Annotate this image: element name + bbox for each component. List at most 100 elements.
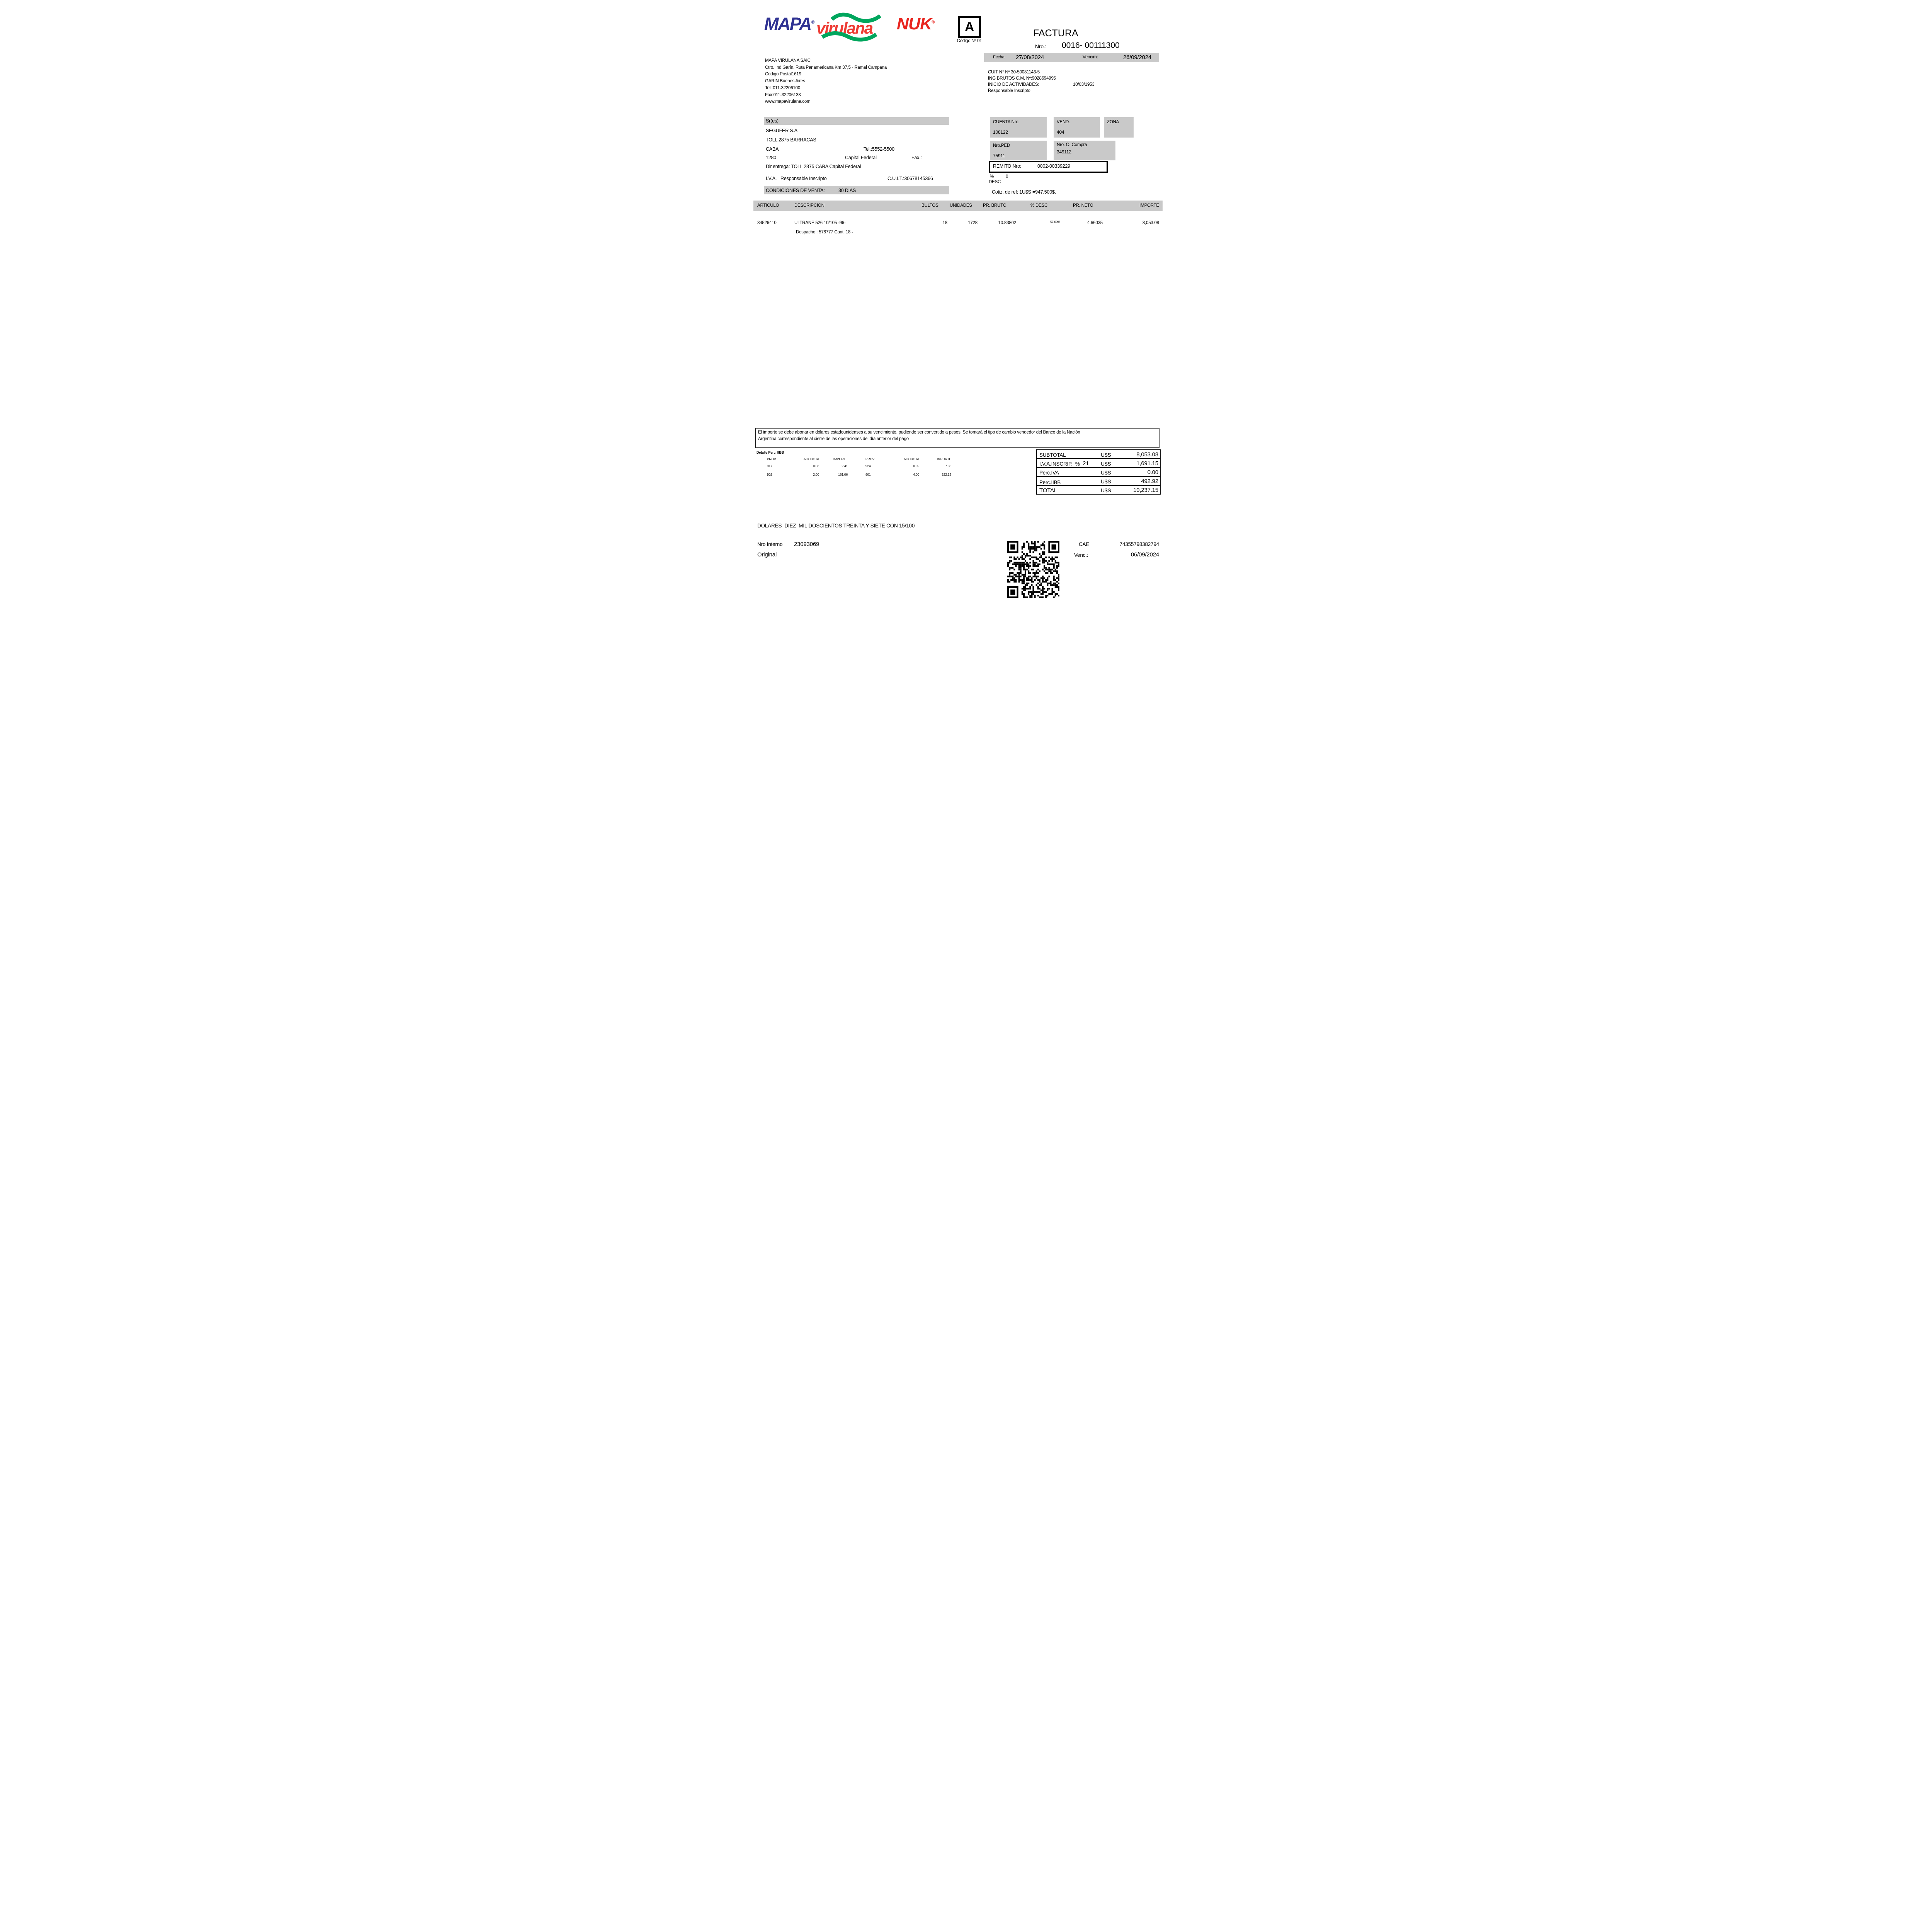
cae-venc-value: 06/09/2024 xyxy=(1131,551,1159,558)
cuenta-value: 108122 xyxy=(993,129,1008,135)
copy-type: Original xyxy=(757,551,777,558)
condiciones-value: 30 DIAS xyxy=(838,188,856,193)
total-row-subtotal: SUBTOTAL U$S 8,053.08 xyxy=(1036,449,1161,459)
invoice-page: MAPA® virulana NUK® A Código Nº 01 FACTU… xyxy=(743,0,1173,610)
inicio-value: 10/03/1953 xyxy=(1073,82,1095,87)
virulana-wave-top xyxy=(830,12,882,23)
fecha-label: Fecha: xyxy=(993,55,1006,60)
col-articulo: ARTICULO xyxy=(757,203,779,208)
desc-pct-value: 0 xyxy=(1006,174,1008,179)
total-currency: U$S xyxy=(1101,461,1111,467)
customer-fax-label: Fax.: xyxy=(911,155,922,160)
pedido-value: 75911 xyxy=(993,153,1005,158)
total-label: Perc.IIBB xyxy=(1039,480,1061,485)
orden-compra-label: Nro. O. Compra xyxy=(1057,143,1087,147)
remito-value: 0002-00339229 xyxy=(1037,163,1070,169)
perc-h-alicuota1: ALICUOTA xyxy=(803,457,819,461)
iva-rate: 21 xyxy=(1083,460,1089,467)
vencim-value: 26/09/2024 xyxy=(1123,54,1152,61)
item-importe: 8,053.08 xyxy=(1142,221,1159,225)
nuk-logo: NUK® xyxy=(897,15,935,33)
vendedor-value: 404 xyxy=(1057,129,1064,135)
company-cuit: CUIT N° Nº 30-50081143-5 xyxy=(988,70,1040,75)
company-postal: Codigo Postal1619 xyxy=(765,72,801,77)
perc-h-alicuota2: ALICUOTA xyxy=(903,457,919,461)
company-fax: Fax:011-32206138 xyxy=(765,92,801,97)
col-bultos: BULTOS xyxy=(921,203,938,208)
pedido-box: Nro.PED 75911 xyxy=(990,141,1047,160)
total-currency: U$S xyxy=(1101,487,1111,493)
desc-label: DESC xyxy=(989,180,1001,184)
sres-label: Sr(es) xyxy=(766,118,779,124)
condiciones-bar xyxy=(764,186,949,194)
perc-cell: 902 xyxy=(767,473,772,476)
zona-label: ZONA xyxy=(1107,120,1119,124)
total-row-total: TOTAL U$S 10,237.15 xyxy=(1036,485,1161,495)
item-pr-neto: 4.66035 xyxy=(1087,221,1103,225)
total-currency: U$S xyxy=(1101,478,1111,485)
remito-label: REMITO Nro: xyxy=(993,163,1022,169)
vendedor-box: VEND. 404 xyxy=(1054,117,1100,138)
customer-dir-entrega: Dir.entrega: TOLL 2875 CABA Capital Fede… xyxy=(766,164,861,169)
item-pr-bruto: 10.83802 xyxy=(998,221,1017,225)
nro-interno-value: 23093069 xyxy=(794,541,819,548)
mapa-logo: MAPA® xyxy=(764,14,814,34)
zona-box: ZONA xyxy=(1104,117,1134,138)
nro-label: Nro.: xyxy=(1035,43,1047,49)
inicio-actividades-row: INICIO DE ACTIVIDADES: 10/03/1953 xyxy=(988,82,1158,88)
vendedor-label: VEND. xyxy=(1057,120,1070,124)
nro-value: 0016- 00111300 xyxy=(1062,41,1120,50)
total-value: 0.00 xyxy=(1147,469,1159,476)
payment-note-box: El importe se debe abonar en dólares est… xyxy=(755,428,1159,448)
perc-cell: 0.03 xyxy=(813,464,819,468)
item-articulo: 34526410 xyxy=(757,221,777,225)
customer-iva-label: I.V.A. xyxy=(766,176,777,181)
amount-in-words: DOLARES DIEZ MIL DOSCIENTOS TREINTA Y SI… xyxy=(757,523,915,529)
total-row-iva: I.V.A.INSCRIP. % 21 U$S 1,691.15 xyxy=(1036,458,1161,468)
company-block: MAPA VIRULANA SAIC Ctro. Ind Garín. Ruta… xyxy=(765,58,887,105)
item-pct-desc: 57.00% xyxy=(1050,220,1060,224)
total-label: I.V.A.INSCRIP. % xyxy=(1039,461,1080,467)
fecha-value: 27/08/2024 xyxy=(1016,54,1044,61)
customer-prov: Capital Federal xyxy=(845,155,877,160)
cae-venc-label: Venc.: xyxy=(1074,552,1088,558)
orden-compra-value: 349112 xyxy=(1057,149,1071,155)
col-pr-neto: PR. NETO xyxy=(1073,203,1093,208)
total-label: SUBTOTAL xyxy=(1039,452,1066,458)
qr-code xyxy=(1007,541,1059,600)
perc-cell: 2.00 xyxy=(813,473,819,476)
customer-tel: Tel.:5552-5500 xyxy=(864,146,894,152)
customer-cp: 1280 xyxy=(766,155,777,160)
total-label: Perc.IVA xyxy=(1039,470,1059,476)
remito-box: REMITO Nro: 0002-00339229 xyxy=(989,161,1108,173)
perc-cell: 161.06 xyxy=(838,473,848,476)
condiciones-label: CONDICIONES DE VENTA: xyxy=(766,188,825,193)
company-ing-brutos: ING BRUTOS C.M. Nº:9028694995 xyxy=(988,76,1056,81)
company-iva-condition: Responsable Inscripto xyxy=(988,88,1030,94)
company-tel: Tel.:011-32206100 xyxy=(765,85,801,90)
document-title: FACTURA xyxy=(1033,28,1078,39)
totals-box: SUBTOTAL U$S 8,053.08 I.V.A.INSCRIP. % 2… xyxy=(1036,449,1161,495)
total-row-perc-iva: Perc.IVA U$S 0.00 xyxy=(1036,467,1161,477)
total-row-perc-iibb: Perc.IIBB U$S 492.92 xyxy=(1036,476,1161,486)
total-label: TOTAL xyxy=(1039,487,1057,494)
perc-cell: 322.12 xyxy=(942,473,951,476)
desc-pct-label: % xyxy=(990,174,994,179)
company-name: MAPA VIRULANA SAIC xyxy=(765,58,811,63)
cae-value: 74355798382794 xyxy=(1119,541,1159,547)
perc-cell: 2.41 xyxy=(842,464,848,468)
nro-interno-label: Nro Interno xyxy=(757,541,783,547)
invoice-type-box: A xyxy=(958,16,981,38)
date-bar xyxy=(984,53,1159,62)
perc-cell: 901 xyxy=(865,473,871,476)
cuenta-label: CUENTA Nro. xyxy=(993,120,1020,124)
customer-address: TOLL 2875 BARRACAS xyxy=(766,137,816,143)
sres-bar xyxy=(764,117,949,125)
registered-icon: ® xyxy=(811,19,814,25)
virulana-logo: virulana xyxy=(816,12,886,44)
item-descripcion: ULTRANE 526 10/105 -96- xyxy=(794,221,846,225)
customer-iva-value: Responsable Inscripto xyxy=(780,176,827,181)
pedido-label: Nro.PED xyxy=(993,143,1010,148)
total-value: 10,237.15 xyxy=(1133,487,1158,493)
fiscal-block: CUIT N° Nº 30-50081143-5 ING BRUTOS C.M.… xyxy=(988,69,1158,94)
